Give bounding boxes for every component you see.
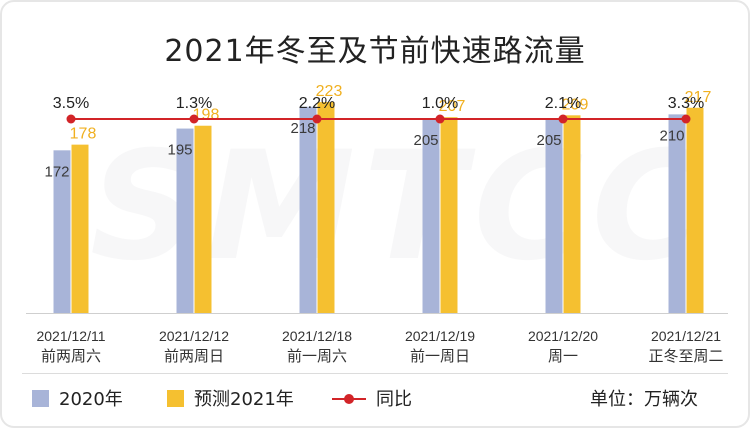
category-day-4: 周一 xyxy=(548,348,578,365)
yoy-point-2 xyxy=(312,114,322,124)
label-2020-4: 205 xyxy=(536,132,561,149)
legend-swatch-2021 xyxy=(167,389,184,407)
yoy-label-4: 2.1% xyxy=(545,95,581,112)
chart-title: 2021年冬至及节前快速路流量 xyxy=(164,34,586,69)
label-2020-2: 218 xyxy=(290,120,315,137)
legend: 2020年 预测2021年 同比 单位：万辆次 xyxy=(32,381,718,415)
label-2021-4: 209 xyxy=(562,96,589,113)
category-day-0: 前两周六 xyxy=(41,348,101,365)
bar-2021-2 xyxy=(317,102,335,314)
legend-item-2021: 预测2021年 xyxy=(167,385,294,411)
label-2021-0: 178 xyxy=(70,126,97,143)
legend-line-yoy xyxy=(332,390,366,407)
category-day-2: 前一周六 xyxy=(287,348,347,365)
category-date-5: 2021/12/21 xyxy=(651,328,721,344)
category-day-5: 正冬至周二 xyxy=(648,348,723,365)
bar-2021-3 xyxy=(440,117,458,314)
category-day-3: 前一周日 xyxy=(410,348,470,365)
legend-divider xyxy=(22,373,728,374)
bar-2020-4 xyxy=(545,119,563,314)
category-date-0: 2021/12/11 xyxy=(36,328,105,344)
yoy-point-4 xyxy=(558,114,568,124)
category-date-4: 2021/12/20 xyxy=(528,328,598,344)
bar-2021-5 xyxy=(686,107,704,313)
label-2021-3: 207 xyxy=(439,98,466,115)
legend-item-2020: 2020年 xyxy=(32,385,123,411)
label-2021-5: 217 xyxy=(685,89,712,106)
bar-2020-0 xyxy=(53,150,71,313)
bar-2021-1 xyxy=(194,125,212,313)
bar-2021-0 xyxy=(71,144,89,313)
legend-label-2021: 预测2021年 xyxy=(194,389,294,410)
yoy-label-0: 3.5% xyxy=(53,95,89,112)
yoy-label-3: 1.0% xyxy=(422,95,458,112)
yoy-label-2: 2.2% xyxy=(299,95,335,112)
yoy-point-1 xyxy=(189,114,199,124)
yoy-label-1: 1.3% xyxy=(176,95,212,112)
legend-label-yoy: 同比 xyxy=(376,389,412,410)
bar-2021-4 xyxy=(563,115,581,313)
legend-item-yoy: 同比 xyxy=(332,385,412,411)
bar-2020-1 xyxy=(176,128,194,313)
label-2020-5: 210 xyxy=(659,127,684,144)
label-2020-3: 205 xyxy=(413,132,438,149)
label-2020-1: 195 xyxy=(167,142,192,159)
yoy-point-5 xyxy=(681,114,691,124)
yoy-point-0 xyxy=(66,114,76,124)
category-date-2: 2021/12/18 xyxy=(282,328,352,344)
category-date-3: 2021/12/19 xyxy=(405,328,475,344)
yoy-point-3 xyxy=(435,114,445,124)
yoy-label-5: 3.3% xyxy=(668,95,704,112)
label-2020-0: 172 xyxy=(44,163,69,180)
bar-2020-3 xyxy=(422,119,440,314)
bar-2020-5 xyxy=(668,114,686,313)
legend-swatch-2020 xyxy=(32,389,49,407)
category-date-1: 2021/12/12 xyxy=(159,328,229,344)
legend-label-2020: 2020年 xyxy=(59,389,123,410)
category-day-1: 前两周日 xyxy=(164,348,224,365)
label-2021-2: 223 xyxy=(316,83,343,100)
bar-2020-2 xyxy=(299,106,317,313)
unit-label: 单位：万辆次 xyxy=(590,389,698,410)
